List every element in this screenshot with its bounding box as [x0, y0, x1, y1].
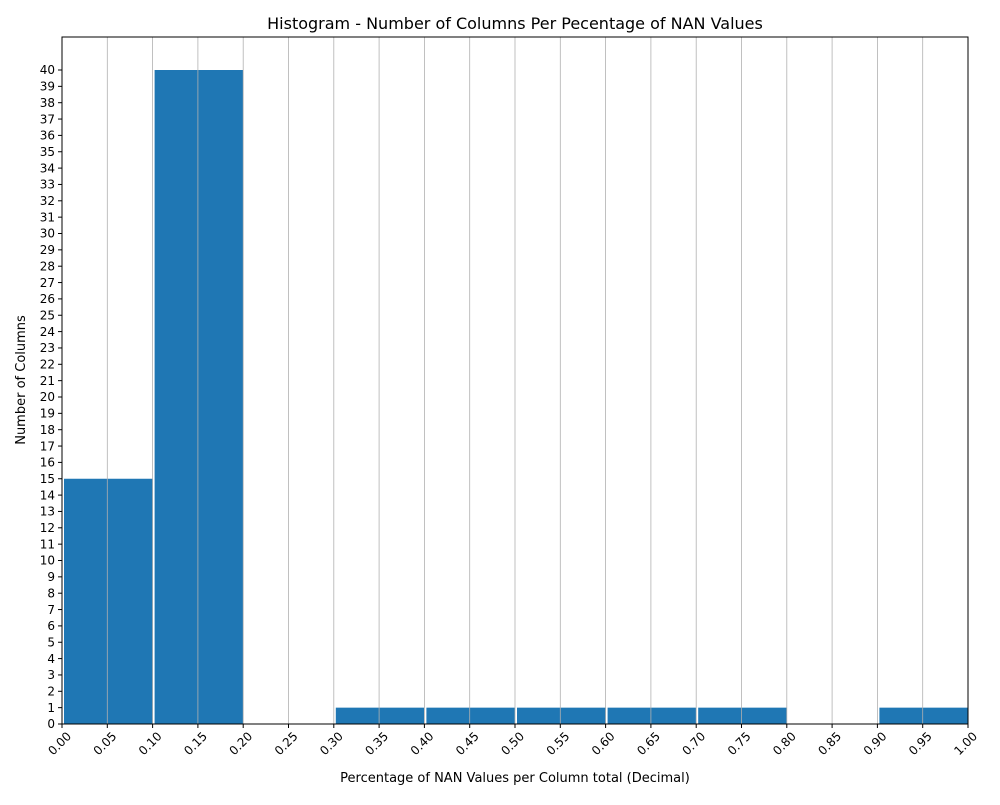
y-tick-label: 22 [40, 358, 55, 372]
y-tick-label: 15 [40, 472, 55, 486]
histogram-bar [64, 478, 153, 724]
y-tick-label: 27 [40, 276, 55, 290]
y-tick-label: 23 [40, 341, 55, 355]
chart-title: Histogram - Number of Columns Per Pecent… [267, 14, 763, 33]
y-tick-label: 1 [47, 701, 55, 715]
histogram-bar [607, 707, 697, 724]
histogram-bar [879, 707, 968, 724]
y-tick-label: 12 [40, 521, 55, 535]
y-tick-label: 8 [47, 586, 55, 600]
y-tick-label: 2 [47, 685, 55, 699]
x-tick-label: 0.05 [91, 729, 120, 758]
y-tick-label: 30 [40, 227, 55, 241]
y-tick-label: 16 [40, 456, 55, 470]
y-tick-label: 20 [40, 390, 55, 404]
x-tick-label: 0.35 [362, 729, 391, 758]
y-tick-label: 40 [40, 63, 55, 77]
y-tick-label: 21 [40, 374, 55, 388]
y-tick-label: 29 [40, 243, 55, 257]
y-tick-label: 14 [40, 488, 55, 502]
y-tick-label: 6 [47, 619, 55, 633]
x-tick-label: 0.95 [906, 729, 935, 758]
y-tick-label: 11 [40, 537, 55, 551]
y-axis-label: Number of Columns [14, 315, 29, 445]
x-tick-label: 0.45 [453, 729, 482, 758]
y-tick-label: 39 [40, 80, 55, 94]
y-tick-label: 31 [40, 210, 55, 224]
x-tick-label: 0.25 [272, 729, 301, 758]
x-tick-label: 0.60 [589, 729, 618, 758]
y-tick-label: 10 [40, 554, 55, 568]
x-tick-label: 0.20 [226, 729, 255, 758]
y-tick-label: 3 [47, 668, 55, 682]
x-axis-label: Percentage of NAN Values per Column tota… [340, 771, 690, 786]
y-tick-label: 4 [47, 652, 55, 666]
x-tick-label: 0.55 [544, 729, 573, 758]
y-tick-label: 7 [47, 603, 55, 617]
y-tick-label: 38 [40, 96, 55, 110]
x-tick-label: 0.00 [45, 729, 74, 758]
x-tick-label: 0.15 [181, 729, 210, 758]
y-tick-label: 36 [40, 129, 55, 143]
y-tick-label: 34 [40, 161, 55, 175]
histogram-bar [154, 70, 244, 724]
y-tick-label: 37 [40, 112, 55, 126]
y-tick-label: 35 [40, 145, 55, 159]
x-tick-label: 0.70 [679, 729, 708, 758]
x-tick-label: 0.75 [725, 729, 754, 758]
y-tick-label: 33 [40, 178, 55, 192]
y-tick-label: 18 [40, 423, 55, 437]
x-tick-label: 0.90 [861, 729, 890, 758]
x-tick-label: 0.40 [408, 729, 437, 758]
y-tick-label: 32 [40, 194, 55, 208]
x-tick-label: 0.50 [498, 729, 527, 758]
histogram-bar [426, 707, 515, 724]
x-tick-label: 0.85 [815, 729, 844, 758]
y-tick-label: 25 [40, 308, 55, 322]
histogram-bar [698, 707, 787, 724]
x-tick-label: 0.65 [634, 729, 663, 758]
x-tick-label: 0.10 [136, 729, 165, 758]
y-axis: 0123456789101112131415161718192021222324… [40, 63, 62, 731]
y-tick-label: 9 [47, 570, 55, 584]
y-tick-label: 0 [47, 717, 55, 731]
y-tick-label: 24 [40, 325, 55, 339]
x-tick-label: 1.00 [951, 729, 980, 758]
histogram-bar [335, 707, 425, 724]
y-tick-label: 13 [40, 505, 55, 519]
y-tick-label: 28 [40, 259, 55, 273]
y-tick-label: 5 [47, 635, 55, 649]
bars-layer [61, 37, 969, 724]
x-tick-label: 0.30 [317, 729, 346, 758]
histogram-bar [517, 707, 606, 724]
x-axis: 0.00 0.05 0.10 0.15 0.20 0.25 0.30 0.35 0.40 0.45… [45, 724, 980, 758]
y-tick-label: 19 [40, 407, 55, 421]
y-tick-label: 17 [40, 439, 55, 453]
x-tick-label: 0.80 [770, 729, 799, 758]
y-tick-label: 26 [40, 292, 55, 306]
